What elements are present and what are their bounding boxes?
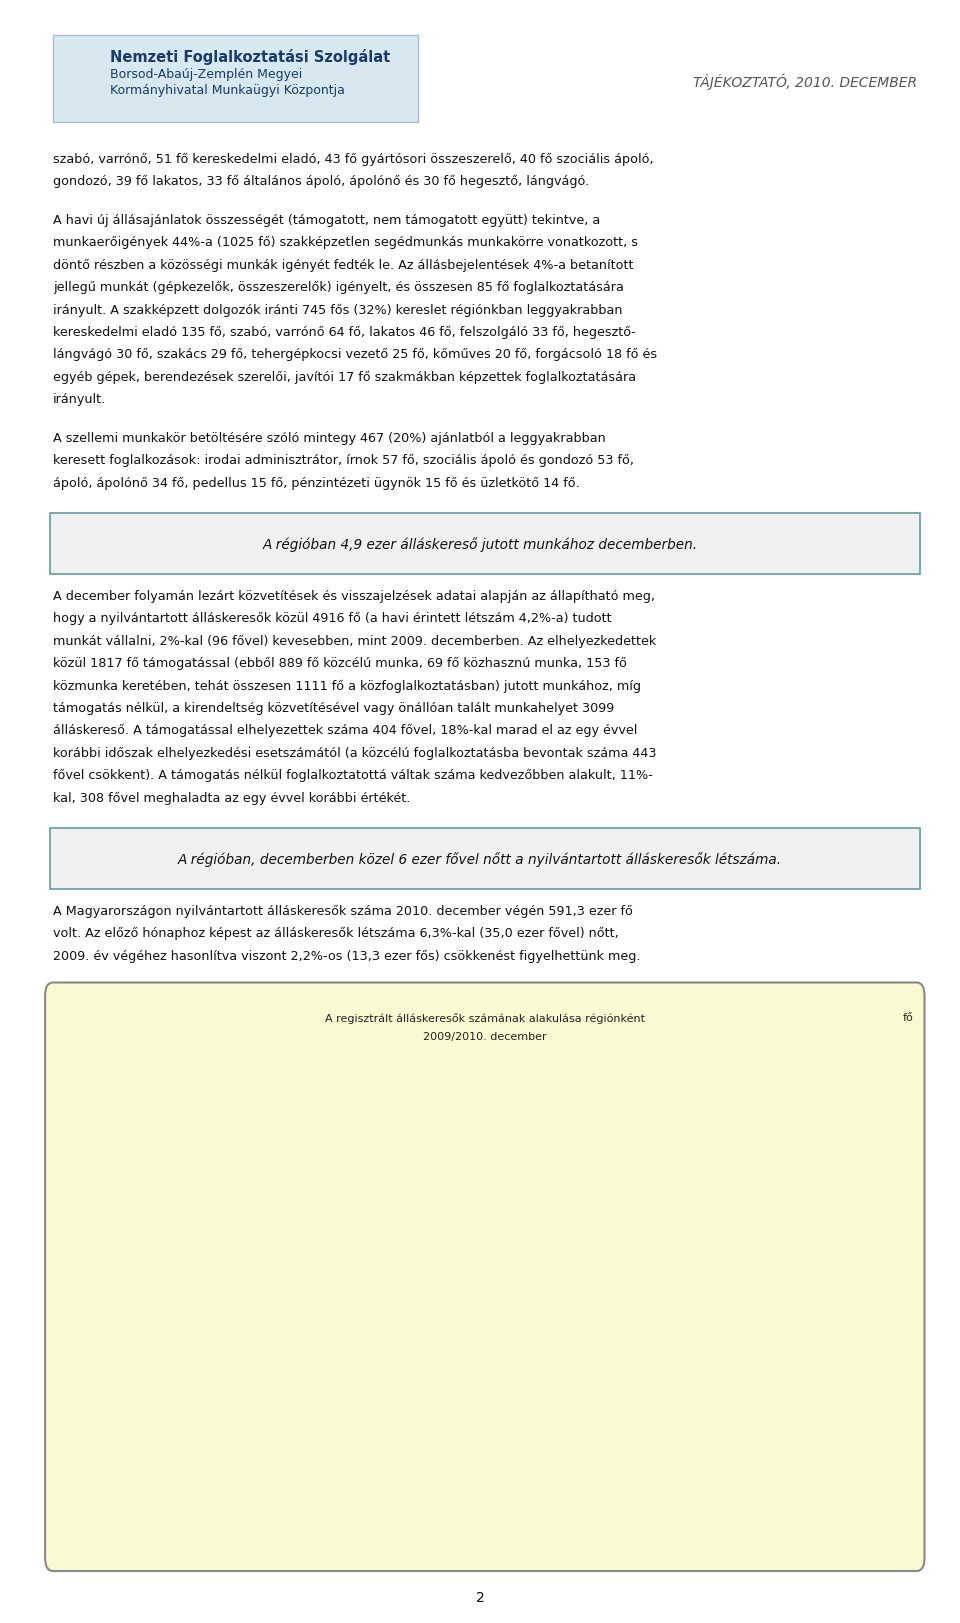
Text: irányult.: irányult.	[53, 393, 106, 406]
Text: kereskedelmi eladó 135 fő, szabó, varrónő 64 fő, lakatos 46 fő, felszolgáló 33 f: kereskedelmi eladó 135 fő, szabó, varrón…	[53, 326, 636, 339]
Text: ápoló, ápolónő 34 fő, pedellus 15 fő, pénzintézeti ügynök 15 fő és üzletkötő 14 : ápoló, ápolónő 34 fő, pedellus 15 fő, pé…	[53, 476, 580, 490]
Bar	[688, 1141, 724, 1436]
Text: gondozó, 39 fő lakatos, 33 fő általános ápoló, ápolónő és 30 fő hegesztő, lángvá: gondozó, 39 fő lakatos, 33 fő általános …	[53, 175, 589, 188]
Text: A december folyamán lezárt közvetítések és visszajelzések adatai alapján az álla: A december folyamán lezárt közvetítések …	[53, 589, 655, 602]
Bar	[144, 1240, 180, 1436]
Bar	[587, 1180, 622, 1436]
Text: A szellemi munkakör betöltésére szóló mintegy 467 (20%) ajánlatból a leggyakrabb: A szellemi munkakör betöltésére szóló mi…	[53, 432, 606, 445]
Text: álláskereső. A támogatással elhelyezettek száma 404 fővel, 18%-kal marad el az e: álláskereső. A támogatással elhelyezette…	[53, 724, 637, 737]
Text: döntő részben a közösségi munkák igényét fedték le. Az állásbejelentések 4%-a be: döntő részben a közösségi munkák igényét…	[53, 258, 634, 271]
Bar	[180, 1255, 215, 1436]
Text: fővel csökkent). A támogatás nélkül foglalkoztatottá váltak száma kedvezőbben al: fővel csökkent). A támogatás nélkül fogl…	[53, 769, 653, 782]
Text: fő: fő	[902, 1013, 913, 1022]
Bar	[485, 1274, 520, 1436]
Text: korábbi időszak elhelyezkedési esetszámától (a közcélú foglalkoztatásba bevontak: korábbi időszak elhelyezkedési esetszámá…	[53, 747, 657, 760]
Text: Kormányhivatal Munkaügyi Központja: Kormányhivatal Munkaügyi Központja	[110, 84, 346, 97]
Bar	[790, 1240, 826, 1436]
Text: munkaerőigények 44%-a (1025 fő) szakképzetlen segédmunkás munkakörre vonatkozott: munkaerőigények 44%-a (1025 fő) szakképz…	[53, 235, 637, 250]
Text: A regisztrált álláskeresők számának alakulása régiónként: A regisztrált álláskeresők számának alak…	[324, 1013, 645, 1022]
Text: közül 1817 fő támogatással (ebből 889 fő közcélú munka, 69 fő közhasznú munka, 1: közül 1817 fő támogatással (ebből 889 fő…	[53, 657, 627, 670]
Text: 2009. év végéhez hasonlítva viszont 2,2%-os (13,3 ezer fős) csökkenést figyelhet: 2009. év végéhez hasonlítva viszont 2,2%…	[53, 949, 640, 962]
Text: A régióban 4,9 ezer álláskereső jutott munkához decemberben.: A régióban 4,9 ezer álláskereső jutott m…	[262, 537, 698, 552]
Text: közmunka keretében, tehát összesen 1111 fő a közfoglalkoztatásban) jutott munkáh: közmunka keretében, tehát összesen 1111 …	[53, 678, 641, 693]
Text: A régióban, decemberben közel 6 ezer fővel nőtt a nyilvántartott álláskeresők lé: A régióban, decemberben közel 6 ezer főv…	[178, 852, 782, 867]
Text: támogatás nélkül, a kirendeltség közvetítésével vagy önállóan talált munkahelyet: támogatás nélkül, a kirendeltség közvetí…	[53, 701, 614, 714]
Bar	[348, 1345, 383, 1436]
Bar	[755, 1245, 790, 1436]
Text: lángvágó 30 fő, szakács 29 fő, tehergépkocsi vezető 25 fő, kőműves 20 fő, forgác: lángvágó 30 fő, szakács 29 fő, tehergépk…	[53, 347, 657, 362]
Text: szabó, varrónő, 51 fő kereskedelmi eladó, 43 fő gyártósori összeszerelő, 40 fő s: szabó, varrónő, 51 fő kereskedelmi eladó…	[53, 153, 654, 166]
Text: 2009/2010. december: 2009/2010. december	[423, 1032, 546, 1042]
Text: volt. Az előző hónaphoz képest az álláskeresők létszáma 6,3%-kal (35,0 ezer főve: volt. Az előző hónaphoz képest az állásk…	[53, 927, 618, 940]
Text: kal, 308 fővel meghaladta az egy évvel korábbi értékét.: kal, 308 fővel meghaladta az egy évvel k…	[53, 790, 410, 805]
Text: Nemzeti Foglalkoztatási Szolgálat: Nemzeti Foglalkoztatási Szolgálat	[110, 49, 391, 65]
Text: egyéb gépek, berendezések szerelői, javítói 17 fő szakmákban képzettek foglalkoz: egyéb gépek, berendezések szerelői, javí…	[53, 370, 636, 383]
Legend: 2009/Dec, 2010/Dec, 2009/Dec (ország), 2010/Dec (ország): 2009/Dec, 2010/Dec, 2009/Dec (ország), 2…	[123, 1086, 248, 1149]
Text: 591 278: 591 278	[436, 1182, 492, 1195]
Bar	[281, 1300, 317, 1436]
Text: A Magyarországon nyilvántartott álláskeresők száma 2010. december végén 591,3 ez: A Magyarországon nyilvántartott állásker…	[53, 904, 633, 917]
Text: keresett foglalkozások: irodai adminisztrátor, írnok 57 fő, szociális ápoló és g: keresett foglalkozások: irodai adminiszt…	[53, 454, 634, 467]
Text: Borsod-Abaúj-Zemplén Megyei: Borsod-Abaúj-Zemplén Megyei	[110, 68, 302, 81]
Bar	[383, 1334, 419, 1436]
Bar	[449, 1281, 485, 1436]
Text: TÁJÉKOZTATÓ, 2010. DECEMBER: TÁJÉKOZTATÓ, 2010. DECEMBER	[693, 73, 917, 89]
Text: irányult. A szakképzett dolgozók iránti 745 fős (32%) kereslet régiónkban leggya: irányult. A szakképzett dolgozók iránti …	[53, 304, 622, 316]
Text: jellegű munkát (gépkezelők, összeszerelők) igényelt, és összesen 85 fő foglalkoz: jellegű munkát (gépkezelők, összeszerelő…	[53, 281, 624, 294]
Text: 604 576: 604 576	[436, 1149, 492, 1162]
Text: hogy a nyilvántartott álláskeresők közül 4916 fő (a havi érintett létszám 4,2%-a: hogy a nyilvántartott álláskeresők közül…	[53, 612, 612, 625]
Bar	[653, 1136, 688, 1436]
Text: 2: 2	[475, 1589, 485, 1604]
Text: A havi új állásajánlatok összességét (támogatott, nem támogatott együtt) tekintv: A havi új állásajánlatok összességét (tá…	[53, 214, 600, 227]
Text: munkát vállalni, 2%-kal (96 fővel) kevesebben, mint 2009. decemberben. Az elhely: munkát vállalni, 2%-kal (96 fővel) keves…	[53, 635, 656, 648]
Bar	[246, 1310, 281, 1436]
Bar	[551, 1198, 587, 1436]
